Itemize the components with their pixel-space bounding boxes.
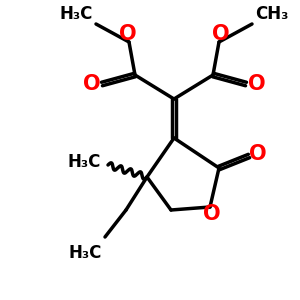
Text: O: O [249, 145, 267, 164]
Text: H₃C: H₃C [67, 153, 100, 171]
Text: H₃C: H₃C [69, 244, 102, 262]
Text: O: O [212, 25, 229, 44]
Text: CH₃: CH₃ [255, 4, 288, 22]
Text: H₃C: H₃C [60, 4, 93, 22]
Text: O: O [83, 74, 100, 94]
Text: O: O [119, 25, 136, 44]
Text: O: O [248, 74, 265, 94]
Text: O: O [203, 205, 220, 224]
